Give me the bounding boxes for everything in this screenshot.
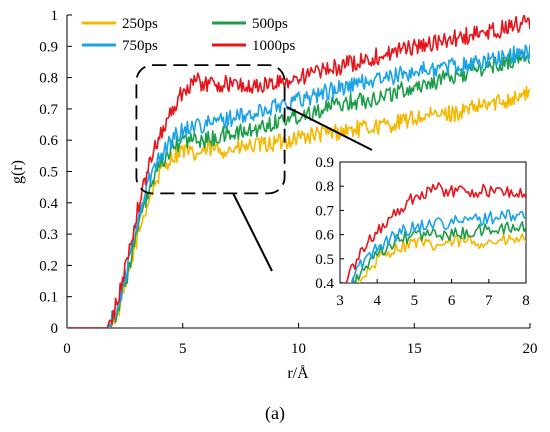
x-tick-label: 20 — [523, 341, 538, 357]
inset-y-tick-label: 0.8 — [315, 179, 334, 195]
zoom-connector-upper — [286, 106, 373, 151]
y-axis-label: g(r) — [9, 160, 26, 184]
y-tick-label: 0.6 — [39, 133, 58, 149]
zoom-connector-lower — [232, 192, 273, 272]
inset-x-tick-label: 7 — [485, 293, 493, 309]
inset-y-tick-label: 0.7 — [315, 203, 334, 219]
inset-series-line-750ps — [348, 209, 526, 283]
legend: 250ps 500ps 750ps 1000ps — [82, 16, 296, 54]
x-tick-label: 15 — [407, 341, 422, 357]
series-line-250ps — [67, 85, 530, 328]
inset-series-line-1000ps — [341, 182, 526, 283]
x-axis-label: r/Å — [287, 364, 309, 382]
y-tick-label: 0 — [51, 321, 59, 337]
inset-x-tick-label: 8 — [522, 293, 530, 309]
inset-series-group — [341, 182, 526, 283]
inset-x-tick-label: 6 — [448, 293, 456, 309]
panel-label: (a) — [265, 403, 285, 424]
main-ticks: 00.10.20.30.40.50.60.70.80.910 5 10 15 20 — [39, 8, 537, 357]
series-line-750ps — [67, 44, 530, 328]
inset-series-line-250ps — [358, 233, 526, 283]
inset-ticks: 0.4 0.5 0.6 0.7 0.8 0.9 3 4 5 6 7 8 — [315, 155, 530, 309]
legend-label-250ps: 250ps — [122, 16, 158, 32]
y-tick-label: 0.7 — [39, 102, 58, 118]
legend-label-1000ps: 1000ps — [252, 38, 296, 54]
x-tick-label: 10 — [291, 341, 306, 357]
y-tick-label: 0.1 — [39, 290, 58, 306]
y-tick-label: 0.4 — [39, 196, 58, 212]
inset-y-tick-label: 0.6 — [315, 228, 334, 244]
zoom-region-box — [135, 64, 286, 195]
main-series-group — [67, 15, 530, 328]
y-tick-label: 0.8 — [39, 71, 58, 87]
inset-y-tick-label: 0.4 — [315, 276, 334, 292]
inset-series-line-500ps — [350, 221, 526, 283]
y-tick-label: 1 — [51, 8, 59, 24]
x-tick-label: 5 — [179, 341, 187, 357]
series-line-1000ps — [67, 15, 530, 328]
y-tick-label: 0.5 — [39, 165, 58, 181]
inset-frame — [339, 161, 527, 284]
y-tick-label: 0.9 — [39, 39, 58, 55]
x-tick-label: 0 — [63, 341, 71, 357]
inset-y-tick-label: 0.5 — [315, 252, 334, 268]
main-plot: 00.10.20.30.40.50.60.70.80.910 5 10 15 20 g(… — [9, 8, 538, 382]
inset-y-tick-label: 0.9 — [315, 155, 334, 171]
inset-x-tick-label: 4 — [373, 293, 381, 309]
y-tick-label: 0.3 — [39, 227, 58, 243]
inset-x-tick-label: 3 — [336, 293, 344, 309]
legend-label-500ps: 500ps — [252, 16, 288, 32]
inset-plot: 0.4 0.5 0.6 0.7 0.8 0.9 3 4 5 6 7 8 — [315, 155, 530, 309]
inset-x-tick-label: 5 — [411, 293, 419, 309]
legend-label-750ps: 750ps — [122, 38, 158, 54]
y-tick-label: 0.2 — [39, 258, 58, 274]
